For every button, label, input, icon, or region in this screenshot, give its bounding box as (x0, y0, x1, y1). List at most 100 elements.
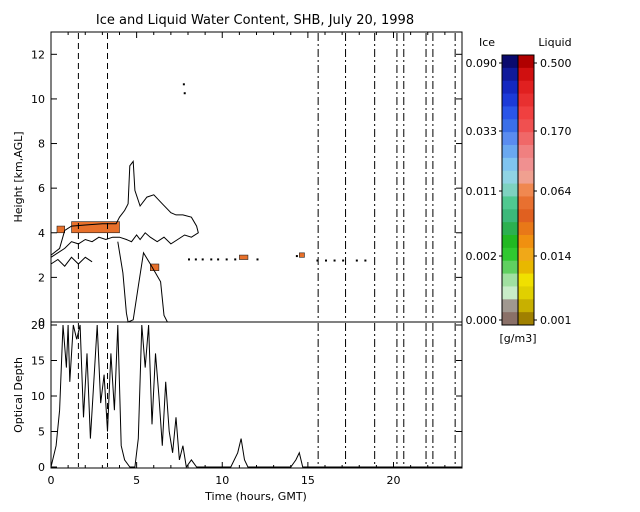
optical-depth-axis-label: Optical Depth (12, 357, 25, 433)
od-tick-label-1: 5 (38, 426, 45, 439)
ice-swatch-5 (502, 119, 518, 133)
cell-0 (56, 225, 66, 234)
speck-12 (325, 259, 327, 262)
liquid-swatch-5 (518, 119, 534, 133)
od-tick-label-2: 10 (31, 390, 45, 403)
colorbar-units: [g/m3] (500, 332, 537, 345)
liquid-swatch-17 (518, 273, 534, 287)
liquid-swatch-12 (518, 209, 534, 223)
bottom-panel: 0 5 10 15 20 0 5 10 15 20 Optical Depth Time (ho… (12, 319, 463, 503)
cloud-boundary (50, 160, 199, 323)
time-tick-label-2: 10 (215, 474, 229, 487)
ice-swatch-1 (502, 67, 518, 82)
liquid-swatch-19 (518, 299, 534, 313)
colorbar-liquid-label: Liquid (538, 36, 571, 49)
liquid-swatch-6 (518, 132, 534, 146)
speck-14 (342, 259, 345, 262)
time-axis: 0 5 10 15 20 (48, 462, 463, 487)
height-tick-label-3: 6 (38, 182, 45, 195)
liquid-swatch-14 (518, 235, 534, 249)
ice-swatch-14 (502, 235, 518, 249)
optical-depth-line (50, 324, 462, 469)
liquid-swatch-4 (518, 106, 534, 120)
time-axis-label: Time (hours, GMT) (204, 490, 307, 503)
boundary-lower (117, 241, 168, 323)
speck-7 (225, 258, 228, 261)
ice-swatch-0 (502, 55, 518, 69)
ice-swatch-8 (502, 157, 518, 172)
time-markers-bottom (77, 323, 456, 467)
ice-swatch-7 (502, 145, 518, 159)
boundary-upper (50, 160, 199, 258)
ice-swatch-13 (502, 222, 518, 236)
liquid-swatch-7 (518, 145, 534, 159)
ice-tick-label-2: 0.011 (466, 185, 498, 198)
liquid-swatch-20 (518, 312, 534, 326)
ice-swatch-15 (502, 247, 518, 262)
liquid-swatch-8 (518, 157, 534, 172)
ice-liquid-cells (56, 83, 367, 271)
cell-1 (71, 221, 120, 234)
liquid-tick-label-4: 0.001 (540, 314, 572, 327)
bottom-panel-frame (50, 321, 463, 469)
ice-swatch-9 (502, 170, 518, 185)
height-tick-label-5: 10 (31, 93, 45, 106)
time-markers-top (77, 33, 456, 321)
ice-swatch-10 (502, 183, 518, 197)
ice-swatch-2 (502, 80, 518, 95)
speck-8 (234, 258, 237, 261)
speck-0 (182, 83, 185, 86)
optical-depth-axis: 0 5 10 15 20 (31, 319, 462, 474)
time-tick-label-4: 20 (387, 474, 401, 487)
speck-4 (201, 258, 204, 261)
height-tick-label-2: 4 (38, 227, 45, 240)
liquid-swatch-18 (518, 286, 534, 300)
liquid-swatch-3 (518, 93, 534, 107)
ice-tick-label-1: 0.033 (466, 125, 498, 138)
cell-3 (239, 254, 249, 260)
liquid-swatch-16 (518, 260, 534, 275)
ice-tick-label-3: 0.002 (466, 250, 498, 263)
colorbar-ice-scale (501, 54, 519, 326)
ice-swatch-16 (502, 260, 518, 275)
ice-swatch-11 (502, 196, 518, 210)
time-tick-label-0: 0 (48, 474, 55, 487)
liquid-swatch-9 (518, 170, 534, 185)
liquid-swatch-0 (518, 55, 534, 69)
cell-2 (150, 263, 160, 271)
od-tick-label-0: 0 (38, 461, 45, 474)
ice-swatch-12 (502, 209, 518, 223)
chart-title: Ice and Liquid Water Content, SHB, July … (96, 13, 414, 28)
ice-swatch-17 (502, 273, 518, 287)
height-tick-label-1: 2 (38, 271, 45, 284)
colorbar-liquid-scale (517, 54, 535, 326)
height-tick-label-0: 0 (38, 316, 45, 329)
cell-4 (299, 252, 305, 258)
time-ticks-top (50, 32, 463, 38)
height-axis-label: Height [km,AGL] (12, 131, 25, 222)
ice-tick-label-4: 0.000 (466, 314, 498, 327)
colorbar: Ice Liquid 0.090 0.033 0.011 0.002 0.000 0.50… (466, 36, 572, 345)
optical-depth-series (50, 324, 462, 469)
od-tick-label-4: 20 (31, 319, 45, 332)
height-tick-label-6: 12 (31, 48, 45, 61)
ice-swatch-4 (502, 106, 518, 120)
speck-13 (333, 259, 336, 262)
colorbar-ice-label: Ice (479, 36, 495, 49)
liquid-swatch-13 (518, 222, 534, 236)
time-tick-label-1: 5 (133, 474, 140, 487)
speck-3 (194, 258, 197, 261)
ice-swatch-20 (502, 312, 518, 326)
speck-1 (183, 92, 186, 95)
speck-10 (295, 255, 298, 258)
ice-swatch-18 (502, 286, 518, 300)
liquid-tick-label-1: 0.170 (540, 125, 572, 138)
top-panel-frame (50, 31, 463, 323)
od-tick-label-3: 15 (31, 355, 45, 368)
top-panel: 0 2 4 6 8 10 12 Height [km,AGL] (12, 31, 463, 329)
speck-5 (210, 258, 213, 261)
boundary-lower2 (50, 256, 93, 267)
liquid-tick-label-2: 0.064 (540, 185, 572, 198)
liquid-tick-label-3: 0.014 (540, 250, 572, 263)
